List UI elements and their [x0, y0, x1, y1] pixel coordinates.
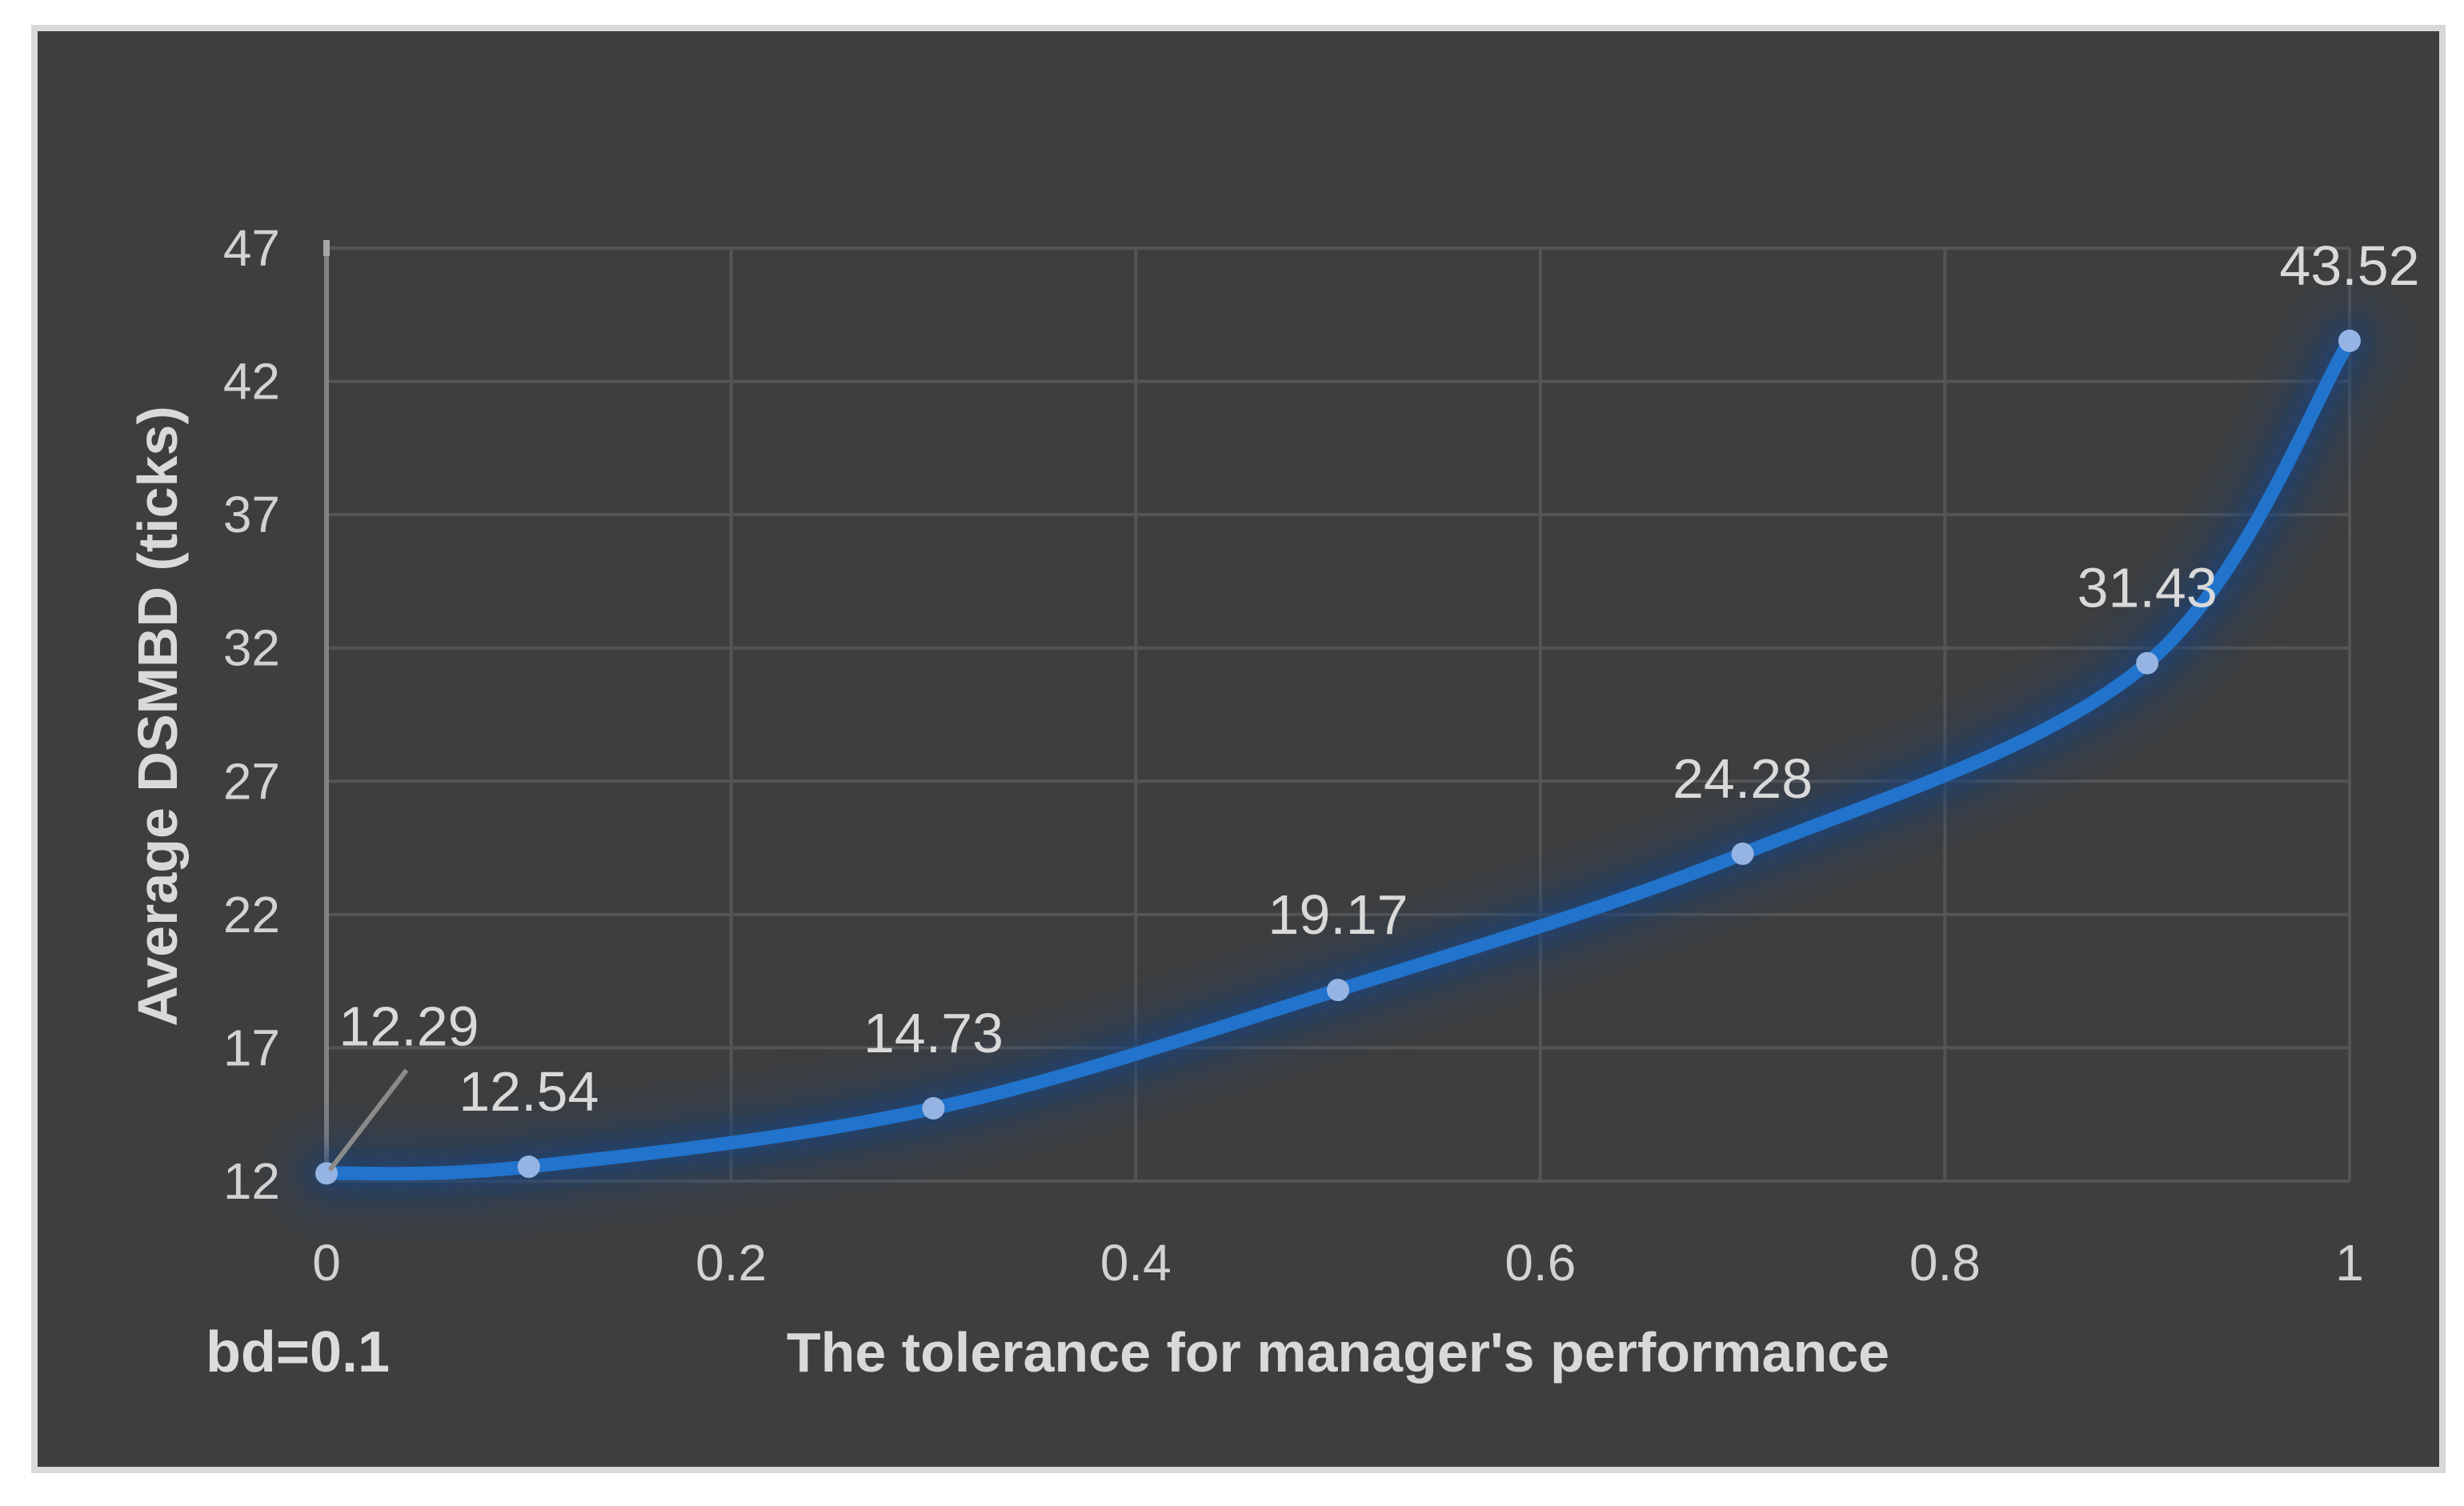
tick-labels: 12 17 22 27 32 37 42 47 0 0.2 0.4 0.6 0.8 1 — [223, 219, 2364, 1292]
bd-annotation: bd=0.1 — [206, 1320, 390, 1384]
y-tick-label-37: 37 — [223, 486, 280, 543]
data-label-0.5: 19.17 — [1268, 883, 1408, 946]
y-tick-label-32: 32 — [223, 619, 280, 677]
data-point-x0.3[interactable] — [922, 1097, 945, 1120]
data-point-x1[interactable] — [2338, 329, 2361, 352]
x-tick-label-1: 1 — [2335, 1234, 2364, 1292]
data-label-1: 43.52 — [2279, 234, 2419, 297]
x-tick-label-0: 0 — [312, 1234, 341, 1292]
x-tick-label-0.8: 0.8 — [1909, 1234, 1981, 1292]
y-tick-label-17: 17 — [223, 1019, 280, 1076]
y-axis-title: Average DSMBD (ticks) — [126, 406, 189, 1026]
data-label-0: 12.29 — [339, 995, 479, 1057]
y-tick-label-47: 47 — [223, 219, 280, 277]
x-tick-label-0.6: 0.6 — [1504, 1234, 1576, 1292]
x-axis-title: The tolerance for manager's performance — [787, 1321, 1889, 1384]
glow-wide-layer — [290, 303, 2386, 1211]
series-markers — [315, 329, 2361, 1185]
data-point-x0.9[interactable] — [2136, 651, 2159, 675]
data-label-0.1: 12.54 — [459, 1060, 599, 1123]
y-tick-label-22: 22 — [223, 886, 280, 943]
x-tick-label-0.2: 0.2 — [695, 1234, 767, 1292]
data-point-x0.7[interactable] — [1731, 842, 1754, 865]
data-label-0.7: 24.28 — [1673, 747, 1813, 810]
data-label-leader-line — [327, 1068, 409, 1172]
y-tick-label-42: 42 — [223, 353, 280, 411]
y-tick-label-12: 12 — [223, 1152, 280, 1210]
data-point-x0.1[interactable] — [517, 1156, 540, 1179]
x-tick-label-0.4: 0.4 — [1100, 1234, 1172, 1292]
data-point-x0.5[interactable] — [1327, 979, 1349, 1002]
series-glow — [290, 303, 2386, 1211]
data-label-0.9: 31.43 — [2077, 557, 2218, 619]
y-tick-label-27: 27 — [223, 752, 280, 810]
data-label-0.3: 14.73 — [863, 1002, 1004, 1064]
